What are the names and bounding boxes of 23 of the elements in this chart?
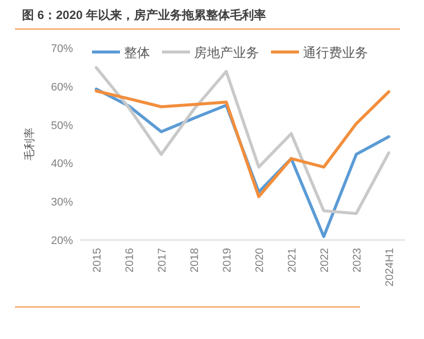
legend-label: 房地产业务 — [194, 45, 259, 60]
y-tick-label: 60% — [50, 81, 74, 94]
x-tick-label: 2021 — [286, 248, 298, 272]
line-series — [94, 66, 390, 216]
x-tick-label: 2022 — [318, 248, 331, 272]
y-tick-label: 20% — [50, 235, 74, 247]
x-tick-label: 2018 — [188, 248, 201, 272]
y-tick-label: 50% — [50, 120, 74, 132]
legend-label: 整体 — [124, 45, 150, 60]
line-series — [94, 90, 390, 198]
legend-label: 通行费业务 — [303, 45, 368, 60]
y-tick-label: 40% — [50, 158, 74, 170]
x-tick-label: 2019 — [221, 248, 234, 272]
chart-title: 图 6：2020 年以来，房产业务拖累整体毛利率 — [22, 8, 266, 22]
y-tick-label: 30% — [50, 196, 74, 209]
x-tick-label: 2017 — [156, 248, 168, 272]
x-tick-label: 2023 — [351, 248, 364, 272]
x-tick-label: 2016 — [124, 248, 136, 272]
x-tick-label: 2015 — [91, 248, 104, 272]
y-tick-label: 70% — [50, 43, 74, 55]
x-tick-label: 2020 — [254, 248, 266, 272]
y-axis-title: 毛利率 — [23, 128, 36, 160]
x-tick-label: 2024H1 — [384, 248, 396, 287]
